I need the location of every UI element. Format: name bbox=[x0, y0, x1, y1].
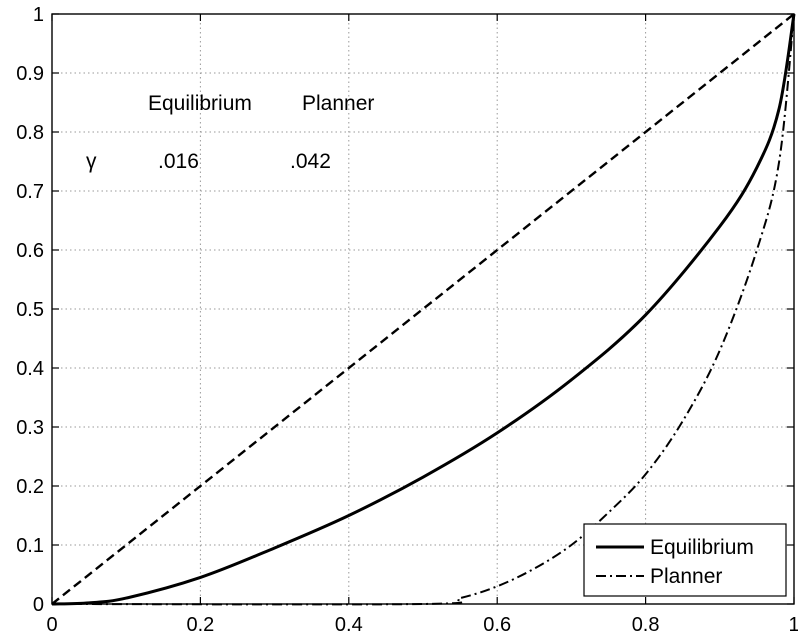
legend: Equilibrium Planner bbox=[583, 523, 787, 597]
annotation-header-planner: Planner bbox=[302, 92, 374, 115]
x-tick-label: 0 bbox=[46, 614, 57, 636]
annotation-header-equilibrium: Equilibrium bbox=[148, 92, 252, 115]
y-tick-label: 0.5 bbox=[16, 299, 44, 321]
series-lines bbox=[51, 13, 796, 606]
y-tick-label: 0.6 bbox=[16, 240, 44, 262]
y-tick-label: 0.1 bbox=[16, 535, 44, 557]
y-tick-label: 0.4 bbox=[16, 358, 44, 380]
x-tick-label: 0.4 bbox=[335, 614, 363, 636]
tick-marks bbox=[51, 13, 795, 605]
annotation-gamma-label: γ bbox=[86, 150, 97, 173]
series-line-planner bbox=[51, 13, 795, 606]
x-tick-label: 1 bbox=[788, 614, 798, 636]
x-tick-label: 0.6 bbox=[483, 614, 511, 636]
x-tick-label: 0.8 bbox=[632, 614, 660, 636]
y-tick-label: 0.3 bbox=[16, 417, 44, 439]
series-line-equilibrium bbox=[51, 13, 796, 606]
grid-lines bbox=[52, 14, 794, 604]
y-tick-label: 1 bbox=[33, 4, 44, 26]
annotation-gamma-equilibrium: .016 bbox=[158, 150, 199, 173]
annotation-gamma-planner: .042 bbox=[290, 150, 331, 173]
legend-box bbox=[583, 523, 787, 597]
x-tick-label: 0.2 bbox=[186, 614, 214, 636]
annotation-table: Equilibrium Planner γ .016 .042 bbox=[86, 92, 374, 173]
y-tick-label: 0.9 bbox=[16, 63, 44, 85]
y-tick-label: 0.7 bbox=[16, 181, 44, 203]
y-tick-label: 0 bbox=[33, 594, 44, 616]
legend-label-equilibrium: Equilibrium bbox=[650, 536, 754, 559]
y-tick-label: 0.8 bbox=[16, 122, 44, 144]
y-tick-label: 0.2 bbox=[16, 476, 44, 498]
legend-label-planner: Planner bbox=[650, 565, 722, 588]
tick-labels: 0 0.2 0.4 0.6 0.8 1 0 0.1 0.2 0.3 0.4 0.5 0.6 0.7 0.8 0… bbox=[16, 4, 798, 636]
